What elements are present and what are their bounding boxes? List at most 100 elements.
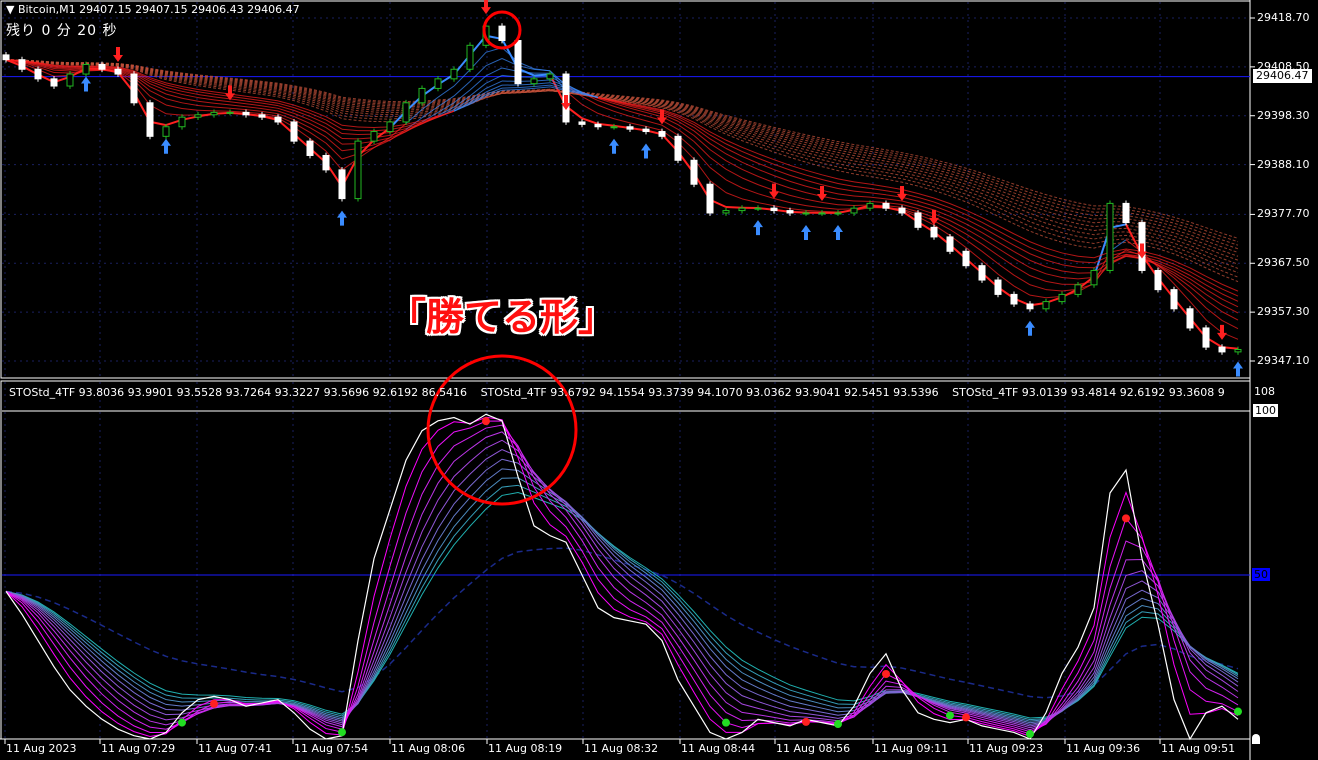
candle-body [1090,269,1098,286]
ma-ribbon-segment [53,66,71,69]
slow-ma-line [5,59,1239,261]
ma-ribbon-segment [645,125,663,131]
ma-ribbon-segment [245,100,263,104]
ma-ribbon-segment [613,110,631,117]
ma-ribbon-segment [37,62,55,66]
slow-ma-line [5,59,1239,274]
ma-ribbon-segment [981,232,999,243]
ma-ribbon-segment [1045,280,1063,285]
ma-ribbon-segment [933,205,951,213]
ma-ribbon-segment [597,104,615,112]
ma-ribbon-segment [485,74,503,84]
time-axis-label: 11 Aug 2023 [6,742,77,755]
ma-ribbon-segment [1173,263,1191,273]
candle-body [914,212,922,228]
ma-ribbon-segment [341,133,359,136]
ma-ribbon-segment [901,196,919,202]
candle-body [98,63,106,70]
time-axis-label: 11 Aug 07:41 [198,742,273,755]
time-axis-label: 11 Aug 07:54 [294,742,369,755]
ma-ribbon-segment [789,174,807,181]
ma-ribbon-segment [149,78,167,86]
ma-ribbon-segment [149,80,167,88]
ma-ribbon-segment [933,197,951,205]
price-axis-label: 29367.50 [1257,256,1310,270]
candle-body [354,140,362,200]
ma-ribbon-segment [741,177,759,186]
candle-body [546,73,554,80]
ma-ribbon-segment [469,75,487,91]
buy-arrow-icon [609,138,619,154]
peak-dot [482,417,490,426]
buy-arrow-icon [801,224,811,240]
indicator-level-100: 100 [1253,404,1278,417]
ma-ribbon-segment [1173,266,1191,276]
ma-ribbon-segment [181,97,199,102]
ma-ribbon-segment [821,174,839,180]
ma-ribbon-segment [1077,255,1095,259]
ma-ribbon-segment [1173,260,1191,269]
ma-ribbon-segment [293,112,311,121]
ma-ribbon-segment [229,95,247,99]
ma-ribbon-segment [965,214,983,223]
ma-ribbon-segment [1221,283,1239,292]
ma-ribbon-segment [1045,259,1063,266]
signal-line [5,547,1239,699]
ma-ribbon-segment [421,111,439,123]
ma-ribbon-segment [949,203,967,211]
ma-ribbon-segment [485,89,503,97]
ma-ribbon-segment [229,101,247,105]
ma-ribbon-segment [421,116,439,123]
ma-ribbon-segment [965,228,983,239]
ma-ribbon-segment [709,167,727,181]
ma-ribbon-segment [997,263,1015,276]
stochastic-fan-line [5,477,1239,722]
ma-ribbon-segment [245,95,263,99]
ma-ribbon-segment [1189,267,1207,277]
ma-ribbon-segment [645,120,663,126]
ma-ribbon-segment [629,103,647,108]
trough-dot [178,718,186,727]
ma-ribbon-segment [261,108,279,112]
ma-ribbon-segment [485,58,503,67]
ma-ribbon-segment [1221,298,1239,308]
ma-ribbon-segment [773,182,791,189]
ma-ribbon-segment [1189,282,1207,295]
ma-ribbon-segment [949,229,967,241]
ma-ribbon-segment [229,104,247,108]
candle-body [1154,269,1162,291]
ma-ribbon-segment [341,124,359,128]
ma-ribbon-segment [277,110,295,117]
ma-ribbon-segment [373,139,391,148]
buy-arrow-icon [753,220,763,236]
ma-ribbon-segment [181,102,199,106]
ma-ribbon-segment [677,118,695,128]
ma-ribbon-segment [261,102,279,107]
ma-ribbon-segment [693,148,711,168]
ma-ribbon-segment [757,193,775,199]
candle-body [658,131,666,137]
candle-body [370,131,378,142]
ma-ribbon-segment [629,115,647,122]
candle-body [898,207,906,214]
ma-ribbon-segment [133,71,151,80]
ma-ribbon-segment [709,143,727,155]
ma-ribbon-segment [309,112,327,121]
indicator-legend-1: STOStd_4TF 93.8036 93.9901 93.5528 93.72… [9,386,468,399]
ma-ribbon-segment [165,89,183,95]
ma-ribbon-segment [837,178,855,183]
ma-ribbon-segment [597,112,615,120]
candle-body [642,128,650,133]
candle-body [610,126,618,129]
candle-body [306,140,314,156]
ma-ribbon-segment [437,110,455,117]
ma-ribbon-segment [149,77,167,84]
candle-body [802,212,810,215]
ma-ribbon-segment [741,198,759,204]
ma-ribbon-segment [917,204,935,211]
candle-body [530,78,538,85]
ma-ribbon-segment [997,247,1015,259]
sell-arrow-icon [897,185,907,201]
ma-ribbon-segment [1205,293,1223,306]
